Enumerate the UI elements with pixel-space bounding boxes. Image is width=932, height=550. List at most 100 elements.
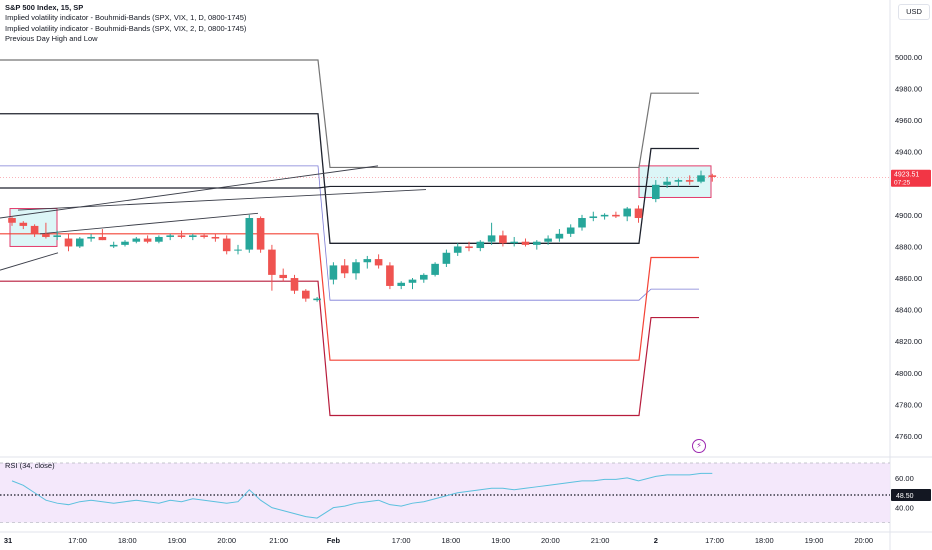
candle-body (352, 262, 360, 274)
candle-body (8, 218, 16, 223)
candle-body (222, 238, 231, 252)
candle-body (234, 249, 242, 251)
price-tick-label: 4840.00 (895, 306, 922, 315)
candle-body (290, 278, 299, 291)
candle-body (363, 259, 372, 263)
price-tick-label: 4900.00 (895, 211, 922, 220)
candle-body (177, 235, 186, 237)
candle-body (521, 241, 530, 245)
candle-body (279, 274, 287, 279)
candle-body (374, 259, 383, 266)
candle-body (245, 218, 254, 250)
candle-body (64, 238, 73, 247)
rsi-tick-label: 40.00 (895, 504, 914, 513)
lightning-alert-icon[interactable]: ⚡ (692, 439, 706, 453)
study-label-band-1[interactable]: Implied volatility indicator - Bouhmidi-… (5, 13, 247, 23)
price-badge-value: 4923.51 (894, 172, 919, 179)
candle-body (442, 252, 451, 264)
trend-line (17, 189, 427, 211)
time-tick-label: 31 (4, 536, 12, 545)
study-label-band-2[interactable]: Implied volatility indicator - Bouhmidi-… (5, 23, 247, 33)
candle-body (166, 235, 174, 237)
time-tick-label: 17:00 (392, 536, 411, 545)
time-tick-label: 18:00 (118, 536, 137, 545)
candle-body (313, 298, 321, 301)
candle-body (30, 225, 39, 234)
candle-body (329, 265, 338, 280)
time-tick-label: 21:00 (269, 536, 288, 545)
candle-body (431, 263, 439, 275)
price-tick-label: 4880.00 (895, 242, 922, 251)
time-tick-label: 17:00 (705, 536, 724, 545)
price-tick-label: 4820.00 (895, 337, 922, 346)
candle-body (487, 235, 496, 242)
candle-body (87, 236, 95, 239)
candle-body (53, 235, 61, 237)
candle-body (211, 236, 220, 239)
candle-body (256, 218, 265, 250)
candle-body (510, 241, 518, 244)
trend-line (0, 252, 59, 271)
candle-body (109, 244, 118, 247)
rsi-badge (891, 489, 931, 501)
candle-body (533, 241, 541, 245)
price-tick-label: 4940.00 (895, 148, 922, 157)
symbol-title[interactable]: S&P 500 Index, 15, SP (5, 3, 84, 12)
band-line-prev_day (0, 185, 699, 189)
time-tick-label: 18:00 (442, 536, 461, 545)
rsi-band-fill (0, 462, 890, 523)
chart-legend: S&P 500 Index, 15, SP Implied volatility… (5, 3, 246, 45)
price-badge-countdown: 07:25 (894, 180, 911, 187)
time-tick-label: 18:00 (755, 536, 774, 545)
candle-body (612, 214, 620, 217)
candle-body (634, 208, 643, 219)
rsi-line (11, 472, 713, 519)
time-tick-label: 20:00 (854, 536, 873, 545)
price-tick-label: 4760.00 (895, 432, 922, 441)
time-tick-label: Feb (327, 536, 341, 545)
candle-body (476, 241, 485, 249)
candle-body (453, 246, 462, 253)
time-tick-label: 19:00 (491, 536, 510, 545)
candle-body (76, 238, 84, 247)
rsi-tick-label: 60.00 (895, 474, 914, 483)
candle-body (465, 246, 473, 249)
candle-body (589, 216, 598, 219)
candle-body (566, 227, 575, 234)
band-line-band2_upper (0, 59, 699, 169)
candle-body (544, 238, 552, 242)
rsi-badge-value: 48.50 (896, 493, 914, 500)
time-tick-label: 20:00 (541, 536, 560, 545)
candle-body (652, 184, 660, 200)
candle-body (499, 235, 507, 244)
candle-body (408, 279, 417, 283)
price-tick-label: 4860.00 (895, 274, 922, 283)
rsi-legend-label[interactable]: RSI (34, close) (5, 461, 55, 470)
candle-body (19, 222, 28, 226)
candle-body (397, 282, 405, 286)
time-tick-label: 17:00 (68, 536, 87, 545)
trend-line (0, 165, 379, 219)
candle-body (555, 233, 564, 239)
candle-body (578, 218, 586, 228)
price-tick-label: 4960.00 (895, 116, 922, 125)
candle-body (340, 265, 349, 274)
time-tick-label: 20:00 (217, 536, 236, 545)
band-line-prev_day (0, 113, 699, 244)
time-tick-label: 2 (654, 536, 658, 545)
candle-body (200, 235, 208, 237)
band-line-band2_lower (0, 280, 699, 417)
candle-body (685, 180, 694, 182)
currency-button[interactable]: USD (898, 4, 930, 20)
study-label-prev-day[interactable]: Previous Day High and Low (5, 34, 98, 44)
candle-body (98, 236, 107, 241)
candle-body (268, 249, 276, 275)
candle-body (121, 241, 129, 245)
trend-line (39, 212, 259, 235)
time-tick-label: 19:00 (805, 536, 824, 545)
candle-body (155, 236, 163, 242)
candle-body (420, 274, 428, 280)
candle-body (132, 238, 141, 242)
